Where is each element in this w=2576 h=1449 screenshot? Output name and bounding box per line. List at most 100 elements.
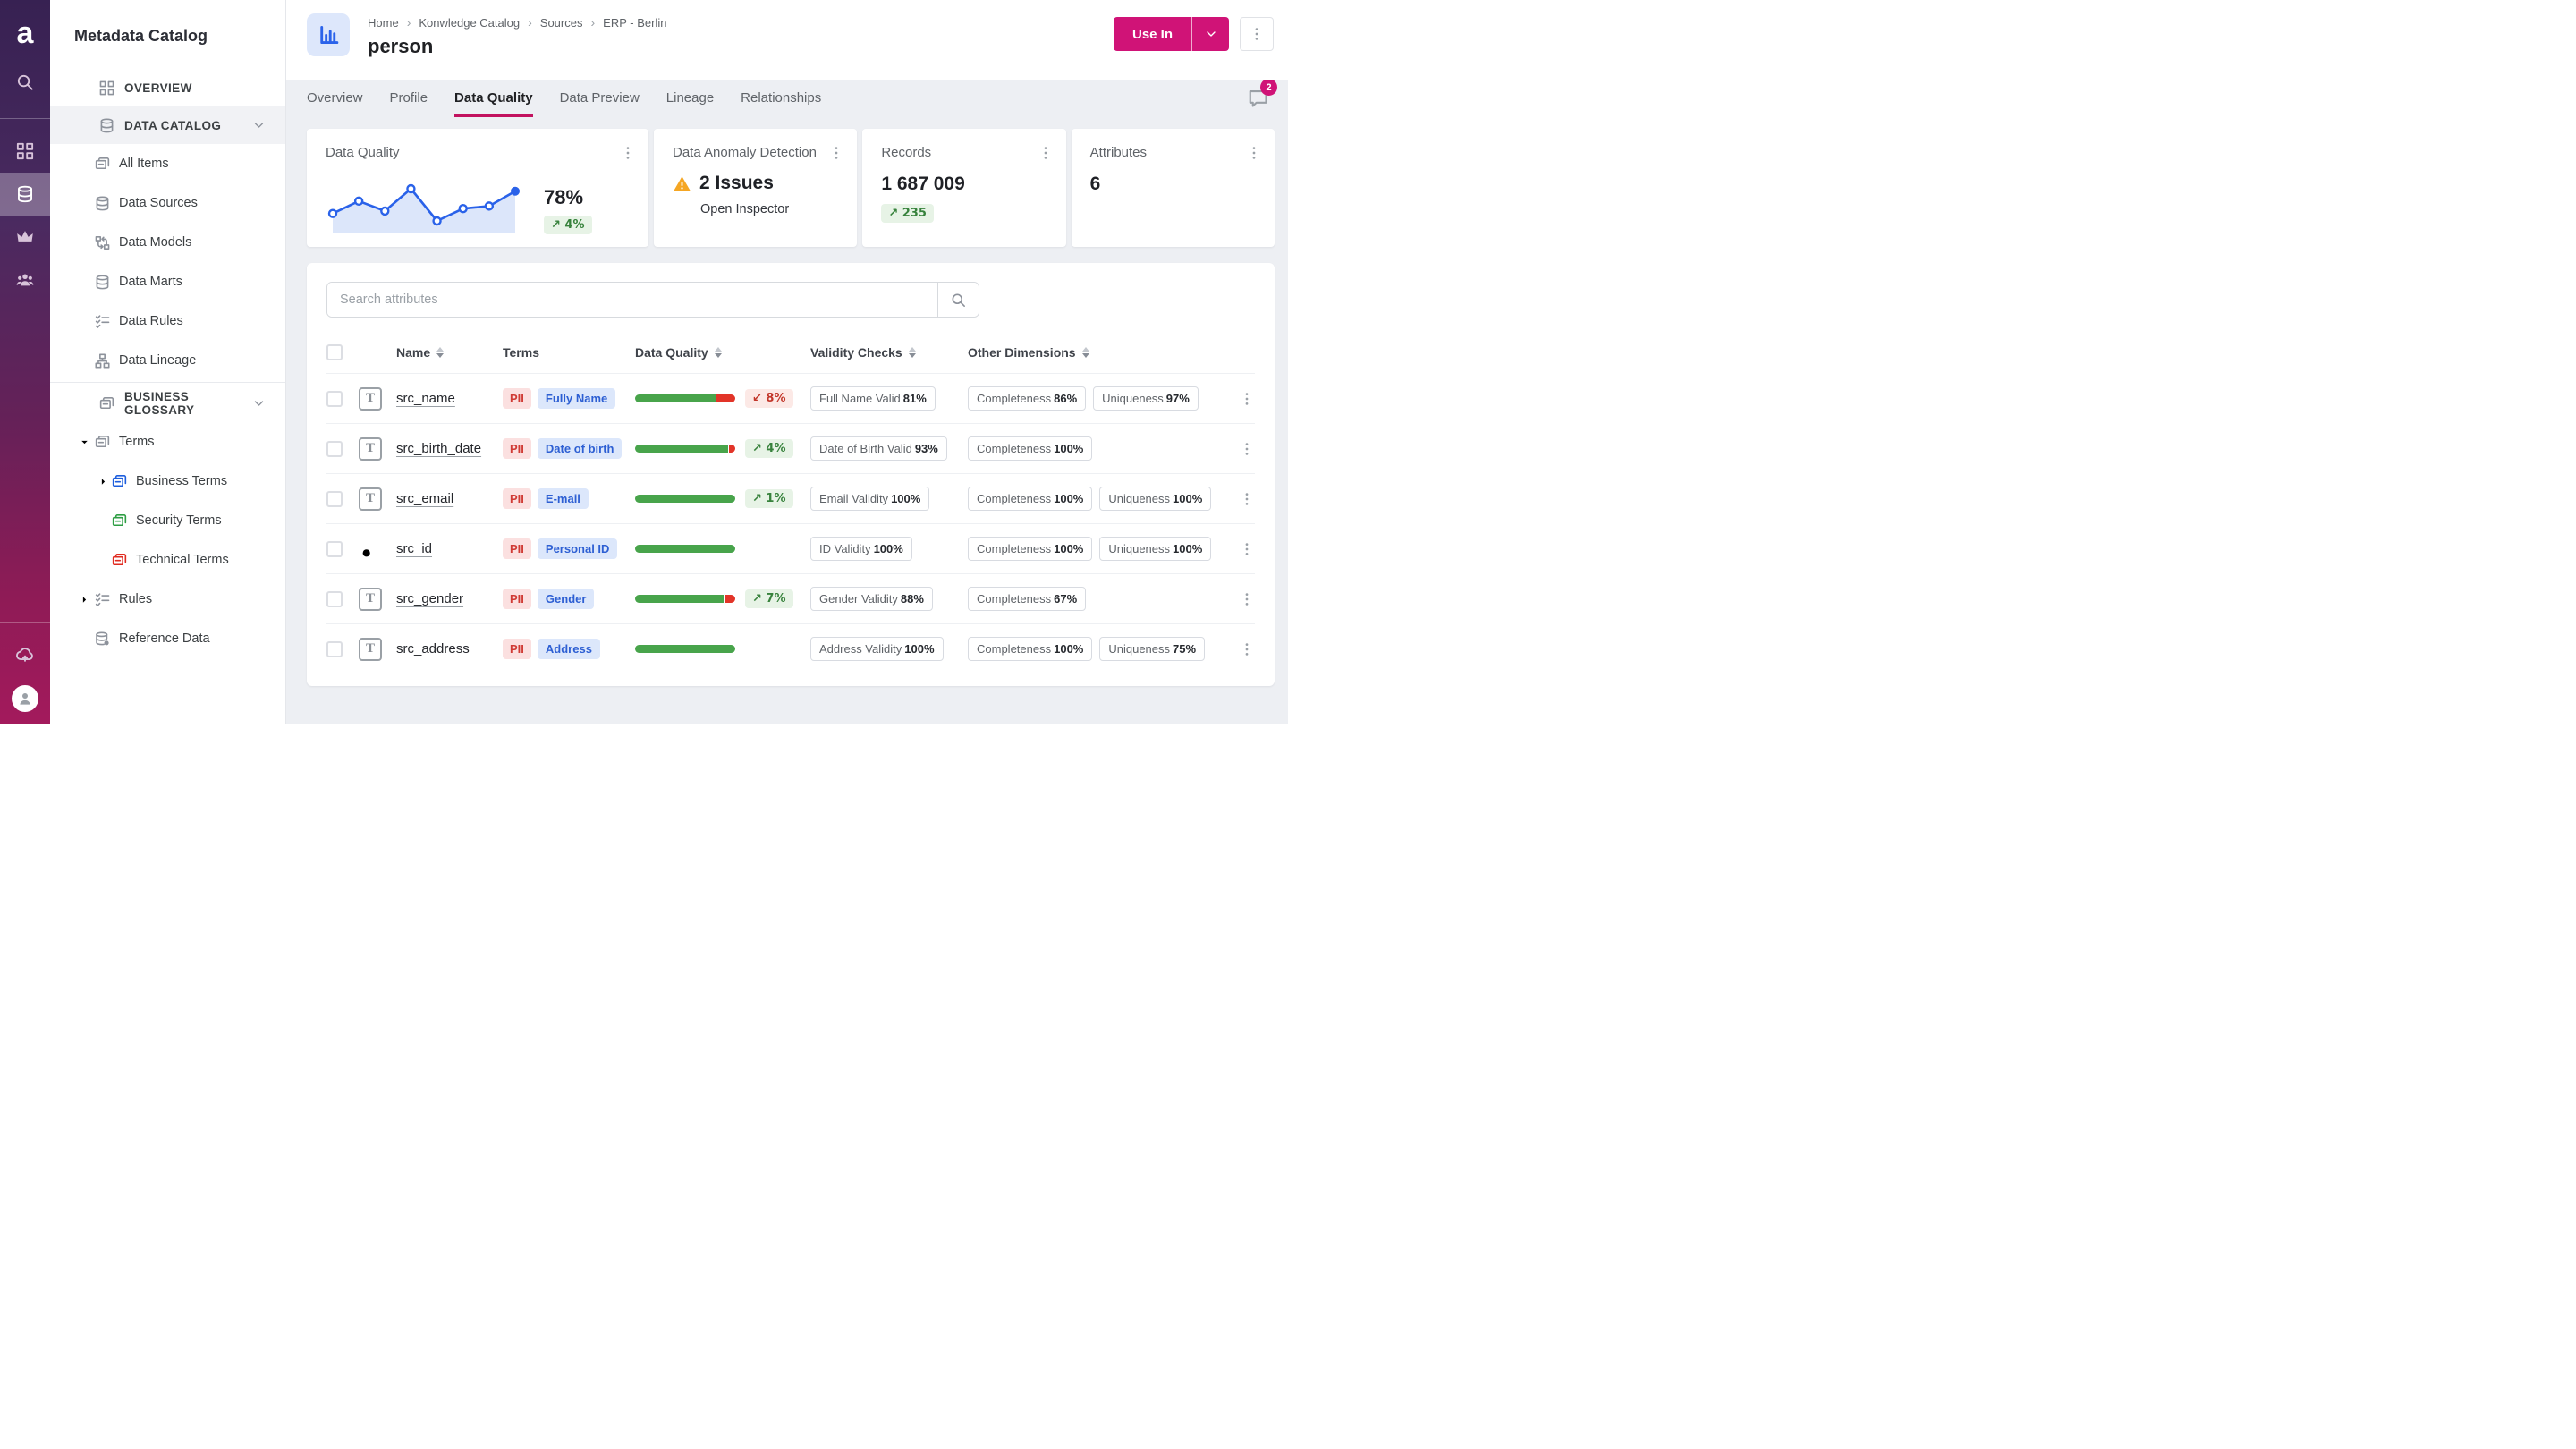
breadcrumb-link-erp-berlin[interactable]: ERP - Berlin <box>603 15 667 30</box>
pii-badge[interactable]: PII <box>503 639 531 659</box>
tab-data-preview[interactable]: Data Preview <box>559 90 640 106</box>
open-inspector-link[interactable]: Open Inspector <box>700 202 790 216</box>
sidebar-section-data-catalog[interactable]: DATA CATALOG <box>50 106 285 144</box>
rail-dashboard-button[interactable] <box>0 130 50 173</box>
brand-logo: a <box>16 16 34 50</box>
row-checkbox[interactable] <box>326 490 343 507</box>
pii-badge[interactable]: PII <box>503 538 531 559</box>
column-header-validity-checks[interactable]: Validity Checks <box>810 343 968 361</box>
folder-icon <box>94 434 111 451</box>
term-badge[interactable]: Gender <box>537 589 595 609</box>
row-checkbox[interactable] <box>326 540 343 557</box>
entity-type-icon <box>307 13 350 56</box>
term-badge[interactable]: Address <box>537 639 600 659</box>
row-kebab-menu[interactable] <box>1239 541 1255 557</box>
bar-chart-icon <box>317 23 340 47</box>
term-badge[interactable]: E-mail <box>537 488 589 509</box>
breadcrumb-link-sources[interactable]: Sources <box>539 15 583 30</box>
row-kebab-menu[interactable] <box>1239 591 1255 607</box>
attribute-name-link[interactable]: src_gender <box>396 591 464 606</box>
notification-badge: 2 <box>1260 80 1277 96</box>
row-kebab-menu[interactable] <box>1239 491 1255 507</box>
breadcrumb-link-konwledge-catalog[interactable]: Konwledge Catalog <box>419 15 521 30</box>
column-header-other-dimensions[interactable]: Other Dimensions <box>968 343 1223 361</box>
dimension-chip: Uniqueness 97% <box>1093 386 1199 411</box>
search-button[interactable] <box>937 283 979 317</box>
sidebar-item-reference-data[interactable]: Reference Data <box>50 619 285 658</box>
sidebar-item-rules[interactable]: Rules <box>50 580 285 619</box>
attributes-table-panel: Name Terms Data Quality Validity Checks … <box>307 263 1275 686</box>
use-in-dropdown-button[interactable] <box>1191 17 1229 51</box>
term-badge[interactable]: Date of birth <box>537 438 623 459</box>
sidebar-item-business-terms[interactable]: Business Terms <box>50 462 285 501</box>
attribute-name-link[interactable]: src_birth_date <box>396 441 482 456</box>
module-title: Metadata Catalog <box>74 27 208 45</box>
sidebar-item-technical-terms[interactable]: Technical Terms <box>50 540 285 580</box>
term-badge[interactable]: Fully Name <box>537 388 616 409</box>
attribute-name-link[interactable]: src_id <box>396 541 433 556</box>
card-kebab-menu[interactable] <box>1038 145 1054 161</box>
flow-icon <box>94 234 111 251</box>
sort-arrows-icon[interactable] <box>1081 343 1089 361</box>
row-kebab-menu[interactable] <box>1239 391 1255 407</box>
rail-people-button[interactable] <box>0 258 50 301</box>
select-all-checkbox[interactable] <box>326 344 343 360</box>
global-search-button[interactable] <box>0 61 50 104</box>
rail-data-catalog-button[interactable] <box>0 173 50 216</box>
tab-lineage[interactable]: Lineage <box>665 90 715 106</box>
row-kebab-menu[interactable] <box>1239 441 1255 457</box>
tab-overview[interactable]: Overview <box>307 90 363 106</box>
pii-badge[interactable]: PII <box>503 438 531 459</box>
pii-badge[interactable]: PII <box>503 589 531 609</box>
card-kebab-menu[interactable] <box>828 145 844 161</box>
row-checkbox[interactable] <box>326 590 343 607</box>
user-avatar[interactable] <box>12 685 38 712</box>
card-title: Attributes <box>1089 145 1148 160</box>
sort-arrows-icon[interactable] <box>908 343 916 361</box>
header-kebab-menu[interactable] <box>1240 17 1274 51</box>
sidebar-item-all-items[interactable]: All Items <box>50 144 285 183</box>
page-title: person <box>368 35 434 57</box>
column-header-data-quality[interactable]: Data Quality <box>635 343 810 361</box>
card-kebab-menu[interactable] <box>1246 145 1262 161</box>
row-kebab-menu[interactable] <box>1239 641 1255 657</box>
pii-badge[interactable]: PII <box>503 388 531 409</box>
search-input[interactable] <box>327 283 937 317</box>
overview-grid-icon <box>98 80 115 97</box>
sidebar-item-data-sources[interactable]: Data Sources <box>50 183 285 223</box>
sidebar-item-data-lineage[interactable]: Data Lineage <box>50 341 285 380</box>
sidebar-item-data-models[interactable]: Data Models <box>50 223 285 262</box>
tab-relationships[interactable]: Relationships <box>741 90 822 106</box>
sidebar-section-business-glossary[interactable]: BUSINESS GLOSSARY <box>50 385 285 422</box>
dimension-chip: Completeness 100% <box>968 637 1093 661</box>
table-row-src-email: T src_email PII E-mail ↗ 1% Email Validi… <box>326 473 1255 523</box>
attribute-name-link[interactable]: src_address <box>396 641 470 657</box>
comments-button[interactable]: 2 <box>1247 80 1277 114</box>
sidebar-item-security-terms[interactable]: Security Terms <box>50 501 285 540</box>
attribute-name-link[interactable]: src_name <box>396 391 455 406</box>
use-in-button[interactable]: Use In <box>1113 17 1191 51</box>
records-card: Records 1 687 009 ↗ 235 <box>862 129 1066 247</box>
sidebar-item-data-marts[interactable]: Data Marts <box>50 262 285 301</box>
column-header-name[interactable]: Name <box>396 343 503 361</box>
tab-data-quality[interactable]: Data Quality <box>454 90 533 117</box>
row-checkbox[interactable] <box>326 640 343 657</box>
attribute-name-link[interactable]: src_email <box>396 491 454 506</box>
tab-profile[interactable]: Profile <box>389 90 428 106</box>
sidebar-item-overview[interactable]: OVERVIEW <box>50 69 285 106</box>
trend-badge: ↗ 4% <box>745 439 793 458</box>
sidebar-item-terms[interactable]: Terms <box>50 422 285 462</box>
pii-badge[interactable]: PII <box>503 488 531 509</box>
data-quality-bar <box>635 595 735 603</box>
breadcrumb-link-home[interactable]: Home <box>368 15 399 30</box>
sort-arrows-icon[interactable] <box>436 343 445 361</box>
rail-governance-button[interactable] <box>0 216 50 258</box>
row-checkbox[interactable] <box>326 440 343 457</box>
card-kebab-menu[interactable] <box>620 145 636 161</box>
table-row-src-birth-date: T src_birth_date PII Date of birth ↗ 4% … <box>326 423 1255 473</box>
sidebar-item-data-rules[interactable]: Data Rules <box>50 301 285 341</box>
row-checkbox[interactable] <box>326 390 343 407</box>
term-badge[interactable]: Personal ID <box>537 538 618 559</box>
sort-arrows-icon[interactable] <box>714 343 722 361</box>
cloud-upload-button[interactable] <box>0 633 50 676</box>
